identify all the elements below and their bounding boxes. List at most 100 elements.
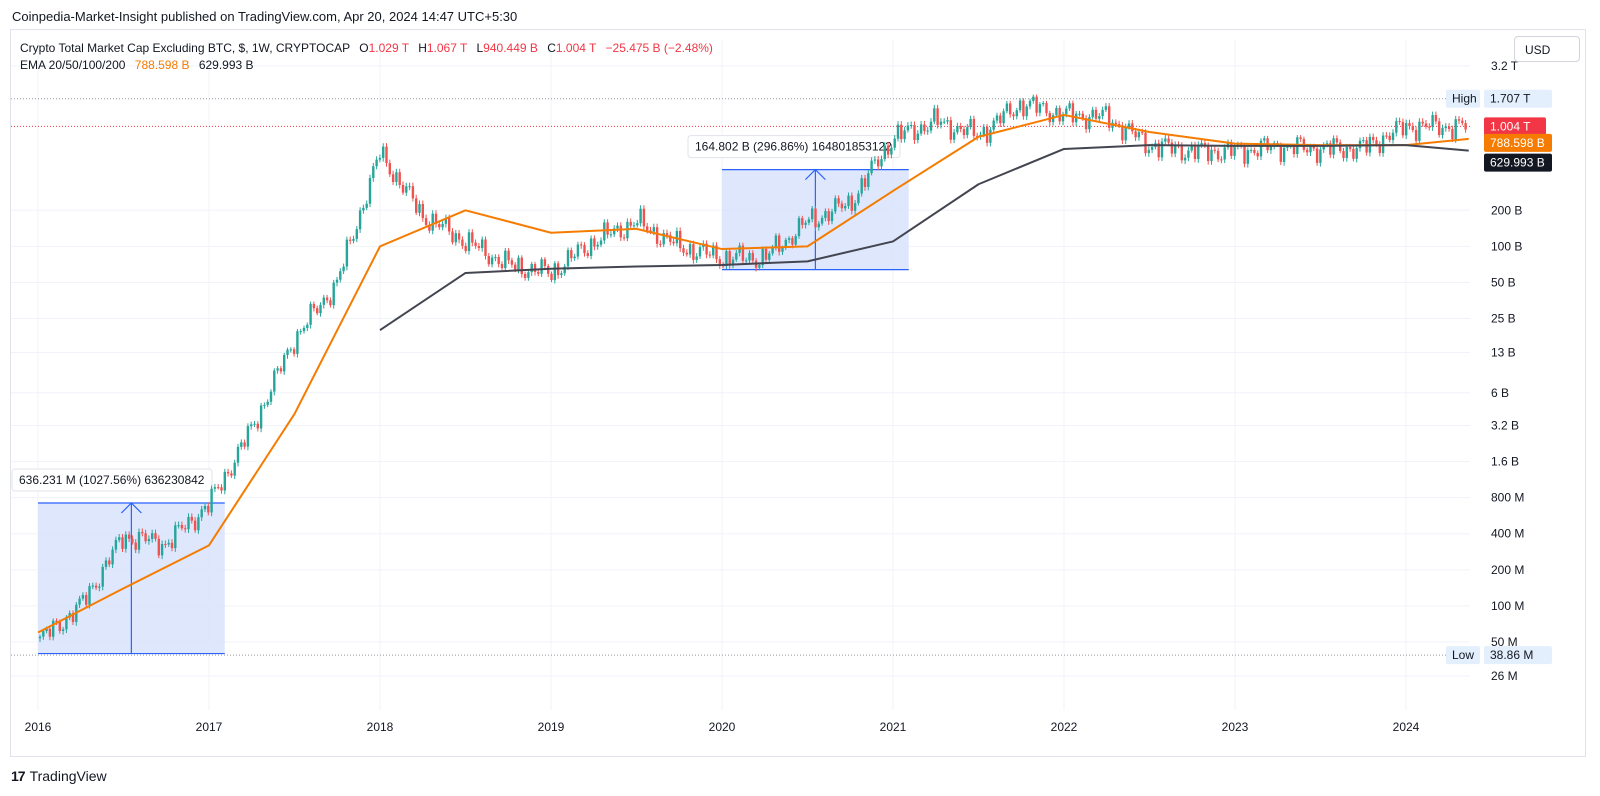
- y-tick-label: 100 B: [1491, 239, 1522, 253]
- candle-body: [1035, 96, 1038, 113]
- candle-body: [1193, 145, 1197, 160]
- candle-body: [939, 121, 943, 125]
- candle-body: [1170, 142, 1174, 154]
- candle-body: [471, 232, 474, 243]
- candle-body: [1243, 146, 1246, 164]
- candle-body: [81, 595, 85, 599]
- candle-body: [824, 211, 827, 218]
- candle-body: [1144, 132, 1147, 154]
- candle-body: [880, 159, 883, 167]
- candle-body: [141, 531, 144, 534]
- candle-body: [398, 172, 401, 185]
- candle-body: [1312, 146, 1315, 149]
- legend-close-label: C: [547, 41, 556, 55]
- high-value-tag-bg: [1484, 89, 1552, 108]
- candle-body: [976, 135, 979, 137]
- candle-body: [708, 254, 712, 256]
- ema-fast-tag: 788.598 B: [1484, 133, 1552, 152]
- y-tick-label: 3.2 T: [1491, 59, 1519, 73]
- candle-body: [1042, 103, 1045, 105]
- y-tick-label: 400 M: [1491, 527, 1524, 541]
- candle-body: [197, 517, 200, 531]
- candle-body: [1421, 121, 1424, 124]
- candle-body: [431, 213, 434, 231]
- ema-value-2: 629.993 B: [198, 58, 254, 72]
- candle-body: [1012, 114, 1015, 117]
- currency-button[interactable]: USD: [1514, 36, 1580, 62]
- candle-body: [358, 210, 362, 230]
- candle-body: [190, 516, 193, 521]
- candle-body: [98, 586, 101, 588]
- candle-body: [1015, 110, 1018, 117]
- candle-body: [137, 531, 141, 550]
- candle-body: [857, 193, 860, 204]
- candle-body: [1141, 132, 1144, 134]
- candle-body: [474, 242, 477, 247]
- candle-body: [1230, 142, 1233, 156]
- candle-body: [1319, 149, 1322, 163]
- candle-body: [1207, 145, 1210, 162]
- legend-ema[interactable]: EMA 20/50/100/200 788.598 B 629.993 B: [20, 58, 254, 72]
- candle-body: [731, 259, 735, 265]
- candle-body: [477, 246, 481, 249]
- candle-body: [259, 405, 263, 429]
- candle-body: [104, 560, 108, 567]
- candle-body: [1282, 147, 1286, 162]
- candle-body: [1164, 138, 1167, 142]
- candle-body: [698, 247, 702, 257]
- candle-body: [246, 426, 250, 447]
- candle-body: [1216, 150, 1220, 160]
- candle-body: [312, 304, 316, 309]
- candle-body: [481, 239, 484, 249]
- candle-body: [629, 221, 632, 226]
- candle-body: [1137, 132, 1141, 138]
- legend-change: −25.475 B (−2.48%): [605, 41, 713, 55]
- candle-body: [642, 208, 646, 227]
- ema-slow-tag-bg: [1484, 153, 1552, 172]
- high-value-tag-text: 1.707 T: [1490, 92, 1531, 106]
- price-range-tool: 636.231 M (1027.56%) 636230842: [11, 468, 225, 655]
- candle-body: [523, 273, 527, 278]
- ema-slow-line: [379, 144, 1469, 331]
- candle-body: [385, 146, 388, 164]
- candle-body: [751, 252, 754, 261]
- x-tick-label: 2016: [25, 720, 52, 734]
- tradingview-logo[interactable]: 17 TradingView: [11, 768, 107, 784]
- candle-body: [1279, 144, 1282, 162]
- candle-body: [943, 121, 946, 123]
- candle-body: [203, 505, 207, 510]
- candle-body: [217, 487, 220, 489]
- candle-body: [52, 620, 55, 637]
- candle-body: [391, 174, 395, 182]
- candle-body: [583, 245, 586, 254]
- candle-body: [487, 255, 490, 265]
- candle-body: [1055, 107, 1058, 116]
- candle-body: [408, 186, 411, 188]
- ema-fast-line: [37, 113, 1469, 634]
- candle-body: [121, 537, 124, 549]
- candle-body: [1306, 149, 1309, 153]
- candle-body: [903, 130, 906, 140]
- candle-body: [1249, 150, 1253, 152]
- candle-body: [830, 211, 834, 222]
- candle-body: [946, 120, 949, 122]
- candle-body: [319, 304, 322, 314]
- candle-body: [649, 230, 652, 232]
- candle-body: [1431, 115, 1434, 128]
- candle-body: [342, 266, 345, 272]
- candle-body: [108, 560, 111, 565]
- candle-body: [335, 279, 339, 283]
- candle-body: [157, 538, 160, 556]
- candle-body: [1253, 150, 1256, 153]
- candle-body: [230, 473, 233, 476]
- candle-body: [867, 173, 870, 187]
- candle-body: [1408, 123, 1411, 127]
- candle-body: [870, 160, 873, 174]
- candle-body: [368, 178, 372, 204]
- candle-body: [659, 243, 662, 245]
- last-price-tag: 1.004 T: [1484, 117, 1546, 136]
- candle-body: [1131, 123, 1134, 132]
- candle-body: [451, 231, 454, 243]
- candle-body: [1088, 117, 1091, 130]
